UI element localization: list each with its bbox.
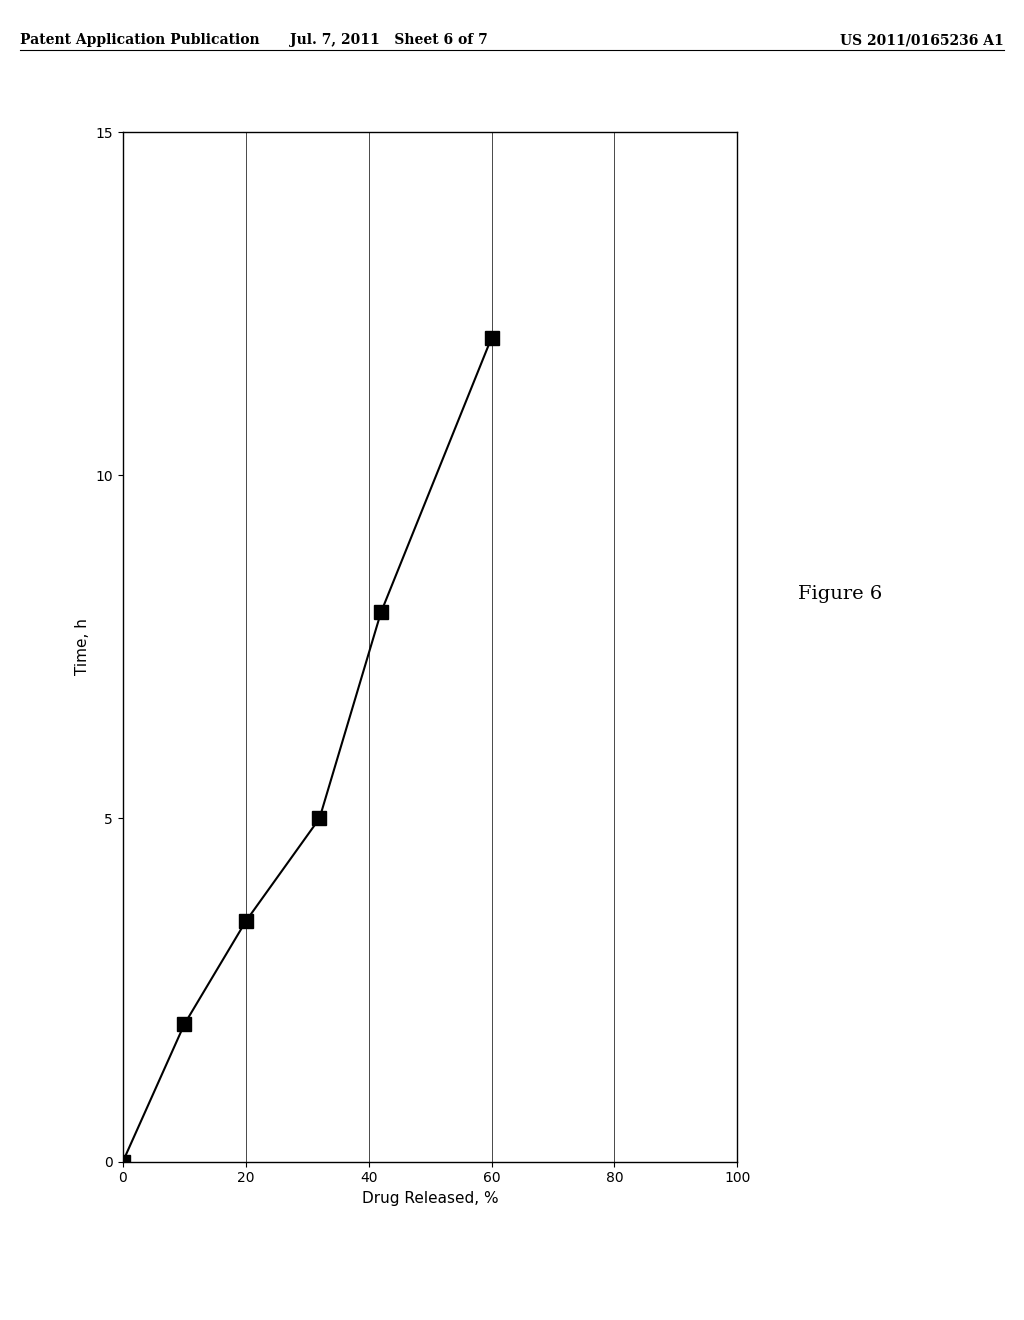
X-axis label: Drug Released, %: Drug Released, % bbox=[361, 1191, 499, 1206]
Text: Patent Application Publication: Patent Application Publication bbox=[20, 33, 260, 48]
Y-axis label: Time, h: Time, h bbox=[75, 618, 90, 676]
Text: Jul. 7, 2011   Sheet 6 of 7: Jul. 7, 2011 Sheet 6 of 7 bbox=[290, 33, 488, 48]
Text: Figure 6: Figure 6 bbox=[798, 585, 882, 603]
Text: US 2011/0165236 A1: US 2011/0165236 A1 bbox=[840, 33, 1004, 48]
